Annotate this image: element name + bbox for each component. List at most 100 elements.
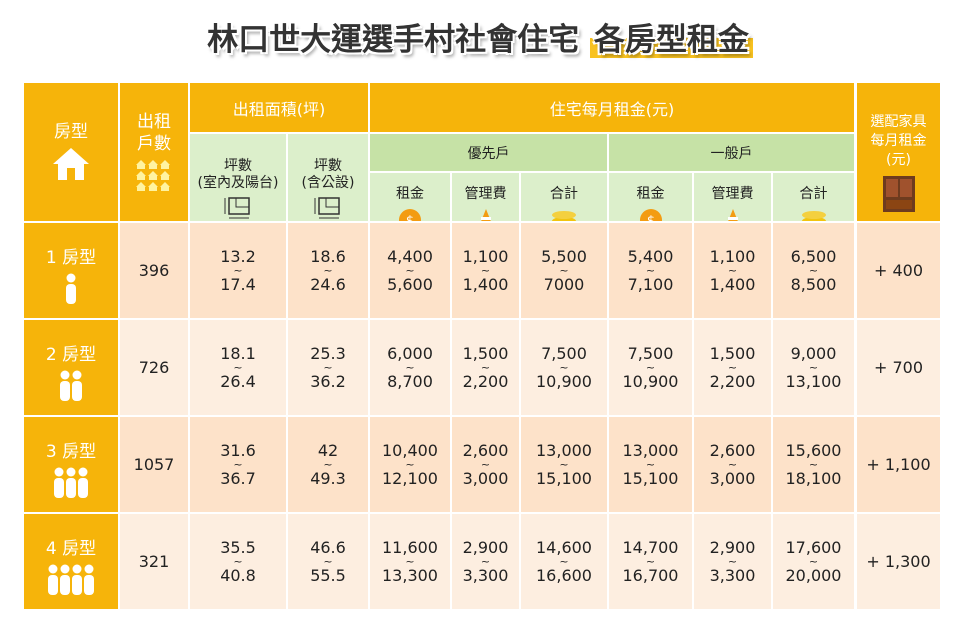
range-separator: ~ [480,554,491,568]
range-low: 10,400 [382,440,438,460]
units-text: 1057 [133,455,175,474]
range-cell: 2,900 ~3,300 [452,514,519,609]
range-high: 3,300 [462,565,509,585]
furniture: + 700 [857,320,940,415]
units: 726 [120,320,188,415]
range-low: 2,900 [462,537,509,557]
range-cell: 18.6 ~24.6 [288,223,368,318]
range-high: 18,100 [785,468,842,488]
range-cell: 1,100 ~1,400 [452,223,519,318]
range-low: 15,600 [785,440,842,460]
range-low: 1,100 [462,246,509,266]
furniture-text: + 700 [873,358,924,377]
houses-icon [136,160,170,191]
header-text: 出租面積(坪) [232,99,326,119]
range-high: 24.6 [310,274,346,294]
range-separator: ~ [727,457,738,471]
room-type: 3 房型 [24,417,118,512]
furniture: + 400 [857,223,940,318]
header-subcol: 管理費 [694,173,771,221]
range-low: 7,500 [627,343,674,363]
range-high: 10,900 [622,371,679,391]
range-separator: ~ [233,263,243,277]
range-cell: 1,500 ~2,200 [452,320,519,415]
header-text: (室內及陽台) [197,175,279,191]
range-cell: 25.3 ~36.2 [288,320,368,415]
rent-icon [552,211,576,221]
range-high: 3,300 [709,565,756,585]
range-low: 18.6 [310,246,346,266]
range-separator: ~ [323,554,333,568]
range-separator: ~ [323,263,333,277]
header-subcol: 租金 $ [370,173,450,221]
range-cell: 2,600 ~3,000 [452,417,519,512]
header-text: (含公設) [301,175,355,191]
header-area_indoor: 坪數 (室內及陽台) [190,134,286,221]
units-text: 321 [138,552,170,571]
range-high: 1,400 [462,274,509,294]
range-high: 49.3 [310,468,346,488]
range-separator: ~ [808,360,819,374]
units-text: 396 [138,261,170,280]
range-cell: 6,000 ~8,700 [370,320,450,415]
range-cell: 13.2 ~17.4 [190,223,286,318]
range-separator: ~ [645,457,656,471]
range-low: 6,500 [790,246,837,266]
rent-icon [801,211,826,221]
range-high: 7,100 [627,274,674,294]
range-low: 46.6 [310,537,346,557]
range-high: 2,200 [709,371,756,391]
range-low: 1,500 [462,343,509,363]
header-furniture: 選配家具每月租金(元) [857,83,940,221]
rent-icon [480,209,491,221]
range-high: 13,100 [785,371,842,391]
rent-icon: $ [639,209,662,221]
range-low: 5,400 [627,246,674,266]
range-cell: 5,400 ~7,100 [609,223,692,318]
range-separator: ~ [233,554,243,568]
rent-icon: $ [399,209,421,221]
header-text: 租金 [636,186,665,202]
range-cell: 13,000 ~15,100 [521,417,607,512]
range-high: 16,600 [536,565,592,585]
range-separator: ~ [405,360,415,374]
header-text: 合計 [799,186,828,202]
range-separator: ~ [405,457,415,471]
range-separator: ~ [480,360,491,374]
furniture: + 1,300 [857,514,940,609]
room-type-text: 1 房型 [45,248,97,268]
range-low: 4,400 [387,246,433,266]
range-high: 2,200 [462,371,509,391]
range-separator: ~ [645,360,656,374]
header-subcol: 管理費 [452,173,519,221]
range-separator: ~ [727,554,738,568]
range-low: 31.6 [220,440,256,460]
range-low: 18.1 [220,343,256,363]
range-separator: ~ [645,554,656,568]
range-low: 2,900 [709,537,756,557]
header-subcol: 租金 $ [609,173,692,221]
header-text: 出租戶數 [137,112,171,154]
people-icon [66,273,76,304]
range-cell: 10,400 ~12,100 [370,417,450,512]
room-type: 2 房型 [24,320,118,415]
range-low: 14,700 [622,537,679,557]
range-cell: 1,500 ~2,200 [694,320,771,415]
range-cell: 2,900 ~3,300 [694,514,771,609]
range-high: 1,400 [709,274,756,294]
header-text: 坪數 [314,158,342,174]
furniture-text: + 1,300 [866,552,931,571]
range-cell: 11,600 ~13,300 [370,514,450,609]
range-separator: ~ [559,360,569,374]
cabinet-icon [882,176,915,212]
range-cell: 18.1 ~26.4 [190,320,286,415]
range-high: 8,700 [387,371,433,391]
range-separator: ~ [808,263,819,277]
range-low: 11,600 [382,537,438,557]
range-separator: ~ [808,554,819,568]
range-cell: 17,600 ~20,000 [773,514,854,609]
range-separator: ~ [405,263,415,277]
range-separator: ~ [480,263,491,277]
range-cell: 15,600 ~18,100 [773,417,854,512]
